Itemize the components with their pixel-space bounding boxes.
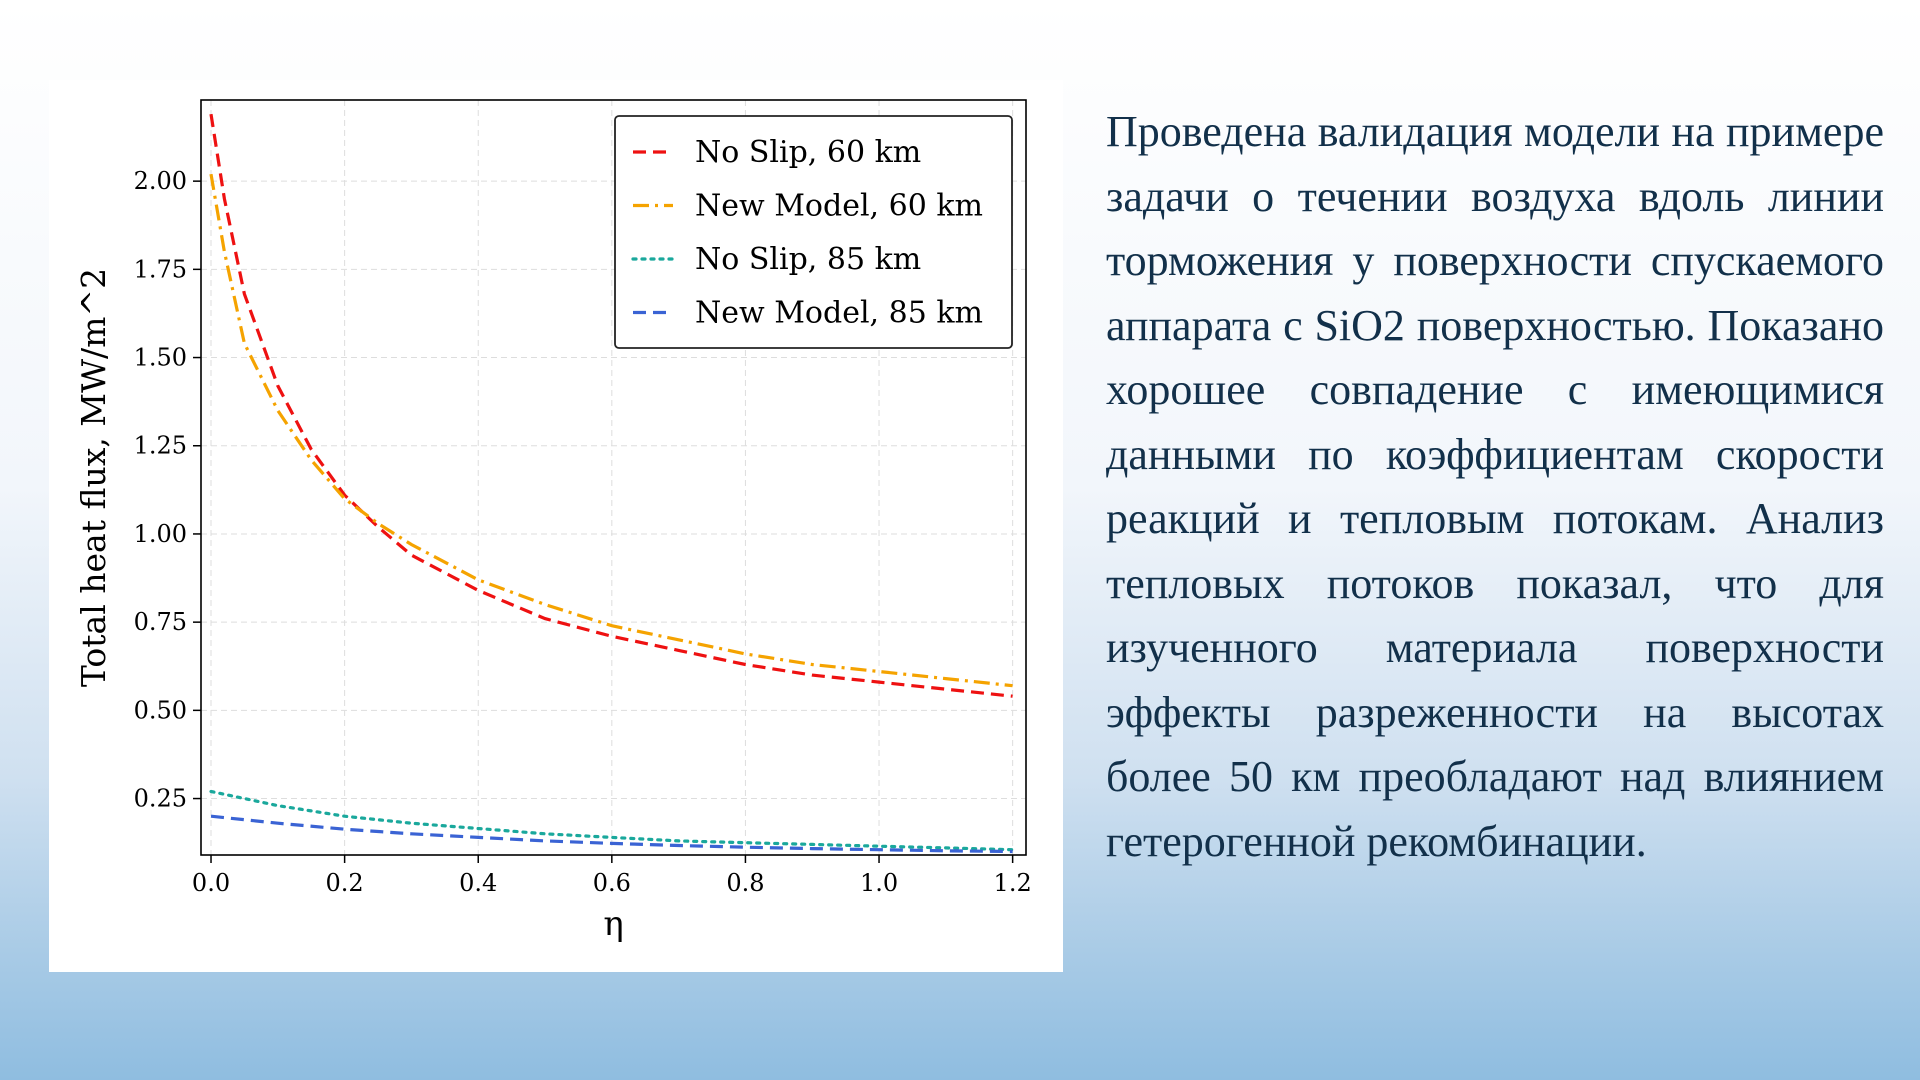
- series-line: [209, 173, 1013, 688]
- slide-paragraph: Проведена валидация модели на примере за…: [1106, 107, 1884, 866]
- slide-text: Проведена валидация модели на примере за…: [1106, 100, 1884, 874]
- legend-label: No Slip, 85 km: [695, 242, 921, 277]
- series-line: [209, 789, 1015, 852]
- x-tick-label: 0.0: [192, 869, 230, 897]
- y-tick-label: 2.00: [134, 167, 187, 195]
- heat-flux-chart: 0.0 0.2 0.4 0.6 0.8 1.0 1.2 0.25 0.50 0.75 1.00 1.2…: [74, 99, 1032, 944]
- y-axis-label: Total heat flux, MW/m^2: [74, 268, 113, 687]
- x-tick-label: 0.6: [593, 869, 631, 897]
- x-tick-label: 1.2: [994, 869, 1032, 897]
- legend-label: New Model, 60 km: [695, 189, 983, 224]
- y-tick-label: 1.00: [134, 520, 187, 548]
- x-tick-label: 0.2: [326, 869, 364, 897]
- legend-box: [614, 115, 1013, 349]
- y-tick-label: 1.75: [134, 255, 187, 283]
- y-tick-label: 1.25: [134, 432, 187, 460]
- legend-label: No Slip, 60 km: [695, 135, 921, 170]
- legend-label: New Model, 85 km: [695, 296, 983, 331]
- x-tick-label: 0.8: [726, 869, 764, 897]
- y-tick-label: 0.25: [134, 785, 187, 813]
- chart-panel: 0.0 0.2 0.4 0.6 0.8 1.0 1.2 0.25 0.50 0.75 1.00 1.2…: [49, 80, 1063, 972]
- plot-frame: [200, 99, 1027, 856]
- y-tick-label: 0.75: [134, 608, 187, 636]
- series-line: [209, 113, 1013, 698]
- y-tick-label: 1.50: [134, 344, 187, 372]
- series-line: [210, 814, 1013, 854]
- x-tick-label: 0.4: [459, 869, 497, 897]
- x-tick-label: 1.0: [860, 869, 898, 897]
- x-axis-label: η: [603, 904, 623, 944]
- y-tick-label: 0.50: [134, 696, 187, 724]
